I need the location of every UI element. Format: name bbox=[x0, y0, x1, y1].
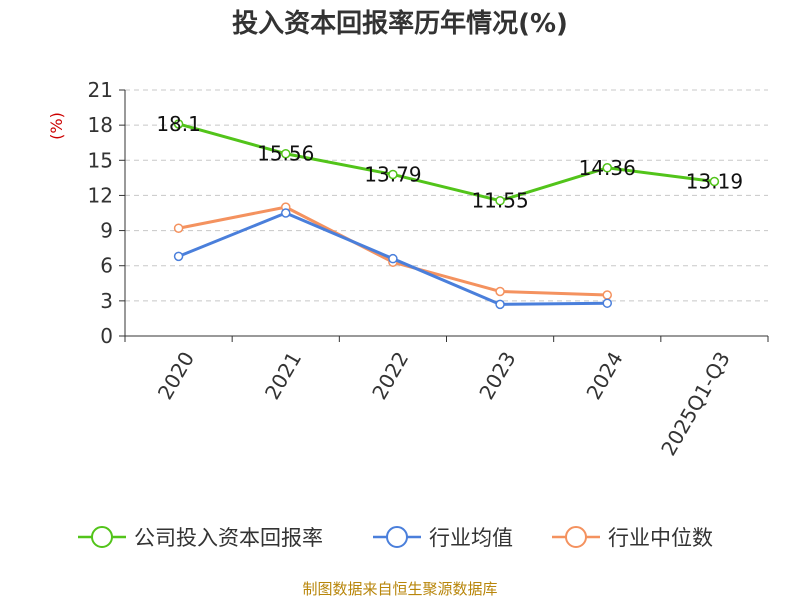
data-point bbox=[495, 195, 505, 206]
data-point bbox=[281, 208, 291, 218]
data-point bbox=[173, 223, 184, 233]
data-point bbox=[495, 299, 505, 310]
y-tick-label: 21 bbox=[88, 78, 113, 102]
y-tick-label: 0 bbox=[100, 324, 113, 348]
data-point bbox=[173, 251, 184, 262]
y-tick-label: 9 bbox=[100, 219, 113, 243]
data-point bbox=[602, 298, 612, 308]
x-tick-label: 2023 bbox=[474, 348, 520, 404]
data-point bbox=[709, 176, 720, 187]
x-tick-label: 2025Q1-Q3 bbox=[656, 348, 735, 460]
legend-item-0[interactable]: 公司投入资本回报率 bbox=[78, 526, 323, 550]
y-tick-label: 18 bbox=[88, 113, 113, 137]
x-tick-label: 2021 bbox=[260, 348, 306, 404]
chart-title: 投入资本回报率历年情况(%) bbox=[232, 8, 568, 39]
data-point bbox=[281, 148, 291, 159]
legend-item-1[interactable]: 行业均值 bbox=[373, 526, 513, 550]
y-tick-label: 15 bbox=[88, 148, 113, 172]
series-line-0 bbox=[178, 122, 715, 203]
data-label: 14.36 bbox=[579, 156, 636, 180]
data-label: 15.56 bbox=[257, 142, 314, 166]
y-tick-label: 6 bbox=[100, 254, 113, 278]
data-label: 18.1 bbox=[156, 112, 201, 136]
data-label: 11.55 bbox=[471, 189, 528, 213]
y-tick-label: 3 bbox=[100, 289, 113, 313]
legend-label: 公司投入资本回报率 bbox=[134, 526, 323, 550]
data-point bbox=[495, 286, 505, 297]
data-point bbox=[602, 163, 612, 173]
legend-label: 行业中位数 bbox=[608, 526, 713, 550]
grid-layer bbox=[125, 89, 768, 302]
y-tick-label: 12 bbox=[88, 183, 113, 207]
source-note: 制图数据来自恒生聚源数据库 bbox=[302, 580, 497, 598]
x-tick-label: 2022 bbox=[367, 348, 413, 404]
data-label: 13.19 bbox=[686, 169, 743, 193]
data-point bbox=[602, 290, 612, 300]
legend-item-2[interactable]: 行业中位数 bbox=[552, 526, 713, 550]
data-label: 13.79 bbox=[364, 162, 421, 186]
data-point bbox=[388, 169, 398, 180]
x-tick-label: 2024 bbox=[581, 348, 627, 404]
x-tick-label: 2020 bbox=[153, 348, 199, 404]
legend-label: 行业均值 bbox=[429, 526, 513, 550]
y-axis-label: (%) bbox=[47, 112, 66, 140]
legend-marker bbox=[386, 526, 408, 548]
legend-marker bbox=[91, 526, 113, 548]
data-point bbox=[388, 253, 398, 264]
data-point bbox=[173, 119, 184, 129]
legend: 公司投入资本回报率 行业均值 行业中位数 bbox=[78, 526, 713, 550]
series-line-2 bbox=[178, 205, 608, 297]
series-layer bbox=[173, 119, 720, 310]
legend-marker bbox=[565, 526, 587, 548]
data-label-layer: 18.1 15.56 13.79 11.55 14.36 13.19 bbox=[156, 112, 743, 213]
